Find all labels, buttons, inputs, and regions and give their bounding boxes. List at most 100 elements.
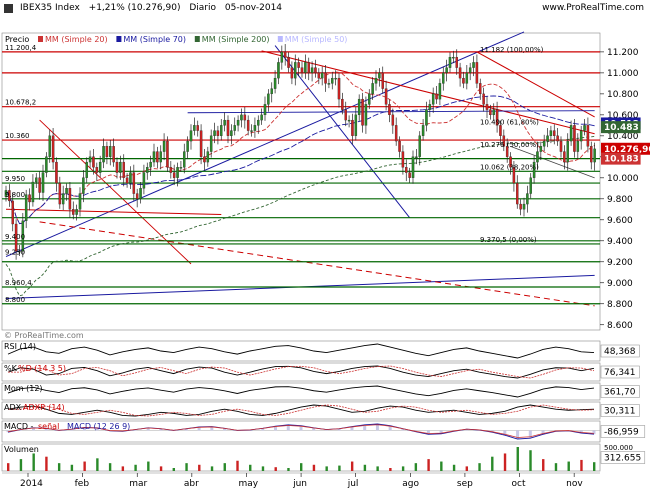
candle-body [536, 151, 539, 163]
moving-average-line [5, 135, 595, 297]
candle-body [220, 125, 223, 136]
volume-bar [389, 468, 392, 471]
indicator-value: 361,70 [604, 388, 636, 398]
volume-bar [452, 464, 456, 471]
candle-body [233, 125, 236, 131]
macd-bar [159, 428, 163, 431]
macd-bar [579, 430, 583, 433]
moving-average-line [5, 95, 595, 225]
candle-body [132, 172, 136, 194]
volume-bar [223, 463, 226, 471]
candle-body [105, 146, 109, 157]
indicator-value-box [600, 404, 640, 417]
trend-line [187, 110, 595, 114]
volume-bar [70, 464, 74, 471]
volume-bar [580, 459, 583, 471]
candle-body [51, 135, 55, 163]
indicator-label-tertiary: MACD (12 26 9) [67, 422, 130, 431]
indicator-label: Volumen [4, 445, 39, 454]
candle-body [566, 140, 569, 163]
indicator-scale-label: 500.000 [604, 444, 633, 452]
horizontal-levels [2, 51, 600, 305]
candle-body [230, 130, 233, 136]
indicator-value-box [600, 365, 640, 379]
candle-body [75, 209, 78, 215]
trend-line [261, 50, 595, 135]
candle-body [455, 56, 458, 68]
volume-bar [7, 463, 10, 471]
candle-body [186, 140, 189, 152]
candle-body [98, 161, 102, 173]
instrument-name: IBEX35 Index [20, 3, 80, 13]
candle-body [320, 72, 324, 79]
macd-bar [70, 429, 74, 431]
candle-body [223, 119, 226, 126]
legend-swatch [38, 36, 43, 42]
date-tick-label: jul [347, 479, 359, 489]
trend-line [39, 221, 595, 307]
level-label: 9.400 [5, 233, 25, 241]
candle-body [438, 83, 442, 100]
candle-body [364, 104, 368, 126]
macd-bar [375, 424, 379, 431]
indicator-label: %K [4, 364, 18, 373]
candle-body [314, 67, 317, 74]
candle-body [553, 130, 556, 136]
volume-bar [249, 464, 252, 471]
chart-period: Diario [189, 3, 217, 13]
volume-bar [300, 463, 303, 471]
indicator-panel [1, 420, 601, 443]
candle-body [115, 161, 119, 173]
candle-body [401, 151, 405, 168]
candle-body [95, 167, 99, 173]
candle-body [428, 104, 432, 110]
volume-bar [198, 464, 201, 471]
volume-bar [440, 461, 443, 471]
indicator-label: ADX [4, 403, 22, 412]
candle-body [149, 161, 152, 168]
candle-body [368, 93, 371, 105]
candle-body [18, 251, 21, 253]
macd-bar [44, 428, 48, 431]
level-label: 9.950 [5, 175, 25, 183]
candle-body [260, 114, 263, 121]
candle-body [425, 109, 428, 126]
price-axis: 11.20011.00010.80010.60010.40010.20010.0… [600, 48, 639, 331]
indicator-panel [1, 340, 601, 362]
volume-bar [376, 466, 379, 471]
candle-body [408, 172, 411, 178]
candle-body [516, 182, 519, 205]
candle-body [384, 88, 388, 105]
indicator-label-secondary: %D (14 3 5) [18, 364, 66, 373]
candle-body [250, 130, 253, 132]
price-tick-label: 10.000 [607, 174, 639, 184]
indicator-line [7, 385, 595, 398]
candle-body [277, 62, 280, 79]
date-tick-label: may [238, 479, 258, 489]
trend-line [39, 119, 192, 265]
indicator-label-secondary: señal [38, 422, 59, 431]
candle-body [465, 72, 469, 84]
toolbar-square-icon[interactable] [4, 4, 13, 13]
indicator-label: Mom (12) [4, 384, 43, 393]
level-label: 9.800 [5, 191, 25, 199]
volume-bar [185, 463, 188, 471]
volume-bar [19, 459, 23, 471]
candle-body [344, 109, 347, 121]
indicator-line-secondary [8, 365, 595, 379]
candle-body [347, 119, 351, 122]
level-label: 9.250 [5, 249, 25, 257]
candle-body [209, 135, 213, 152]
price-tick-label: 8.800 [607, 300, 633, 310]
macd-bar [592, 430, 596, 435]
candle-body [499, 125, 502, 136]
candle-body [283, 51, 287, 58]
legend: Precio MM (Simple 20) MM (Simple 70) MM (Si… [5, 35, 347, 44]
candle-body [58, 182, 62, 205]
trend-line [5, 208, 222, 216]
date-axis: 2014 feb mar abr may jun jul ago sep oct nov [2, 472, 600, 489]
candle-body [203, 156, 206, 163]
candle-body [280, 51, 284, 63]
